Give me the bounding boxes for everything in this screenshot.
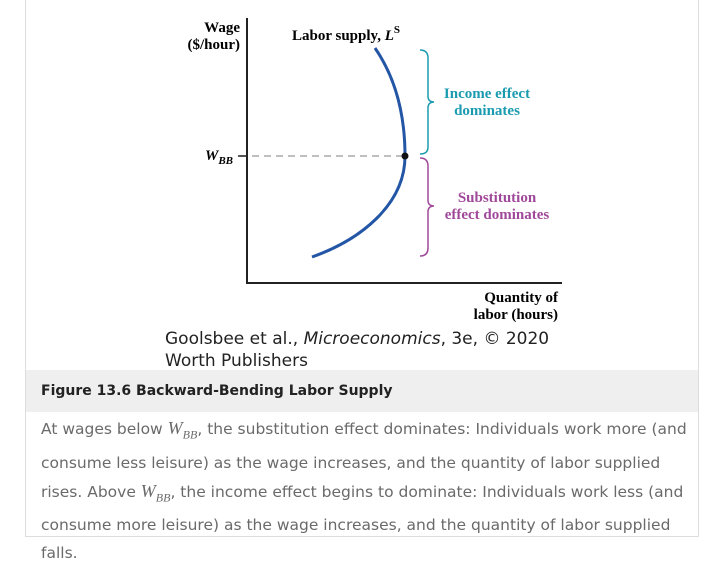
y-axis-label: Wage (204, 20, 240, 36)
math-subscript: BB (182, 427, 198, 442)
diagram: Wage ($/hour) Quantity of labor (hours) … (188, 18, 562, 323)
curve-label: Labor supply, LS (292, 24, 400, 44)
caption-title: Figure 13.6 Backward-Bending Labor Suppl… (26, 370, 698, 412)
tick-symbol: W (205, 148, 220, 164)
x-axis-label: Quantity of (484, 290, 559, 306)
caption-text: , the substitution effect dominates: Ind… (41, 420, 687, 501)
upper-bracket (419, 49, 435, 155)
tick-subscript: BB (217, 155, 233, 167)
curve-label-superscript: S (394, 24, 400, 36)
y-axis-label: ($/hour) (188, 37, 241, 53)
x-axis-label: labor (hours) (474, 307, 558, 323)
credit-rest: , 3e, © 2020 Worth Publishers (165, 329, 550, 371)
credit-book: Microeconomics (303, 329, 441, 349)
point (401, 152, 409, 160)
math-subscript: BB (155, 490, 171, 505)
credit-authors: Goolsbee et al., (165, 329, 304, 349)
supply-curve (311, 47, 407, 259)
page: Wage ($/hour) Quantity of labor (hours) … (25, 0, 699, 563)
math: WBB (140, 480, 171, 505)
curve-label-text: Labor supply, (292, 28, 385, 44)
caption-body: At wages below WBB, the substitution eff… (41, 414, 691, 567)
upper-bracket-label: dominates (454, 103, 520, 119)
lower-bracket-label: Substitution (458, 190, 537, 206)
lower-bracket-label: effect dominates (445, 207, 550, 223)
math-symbol: W (140, 480, 156, 501)
curve-label-symbol: L (384, 28, 394, 44)
caption-text: At wages below (41, 420, 168, 438)
lower-bracket (419, 157, 435, 257)
figure-frame (25, 0, 699, 537)
tick-label: WBB (205, 148, 233, 167)
upper-bracket-label: Income effect (444, 86, 530, 102)
caption-text: , the income effect begins to dominate: … (41, 482, 684, 563)
credit: Goolsbee et al., Microeconomics, 3e, © 2… (165, 328, 565, 372)
math: WBB (167, 418, 198, 442)
math-symbol: W (167, 418, 183, 438)
